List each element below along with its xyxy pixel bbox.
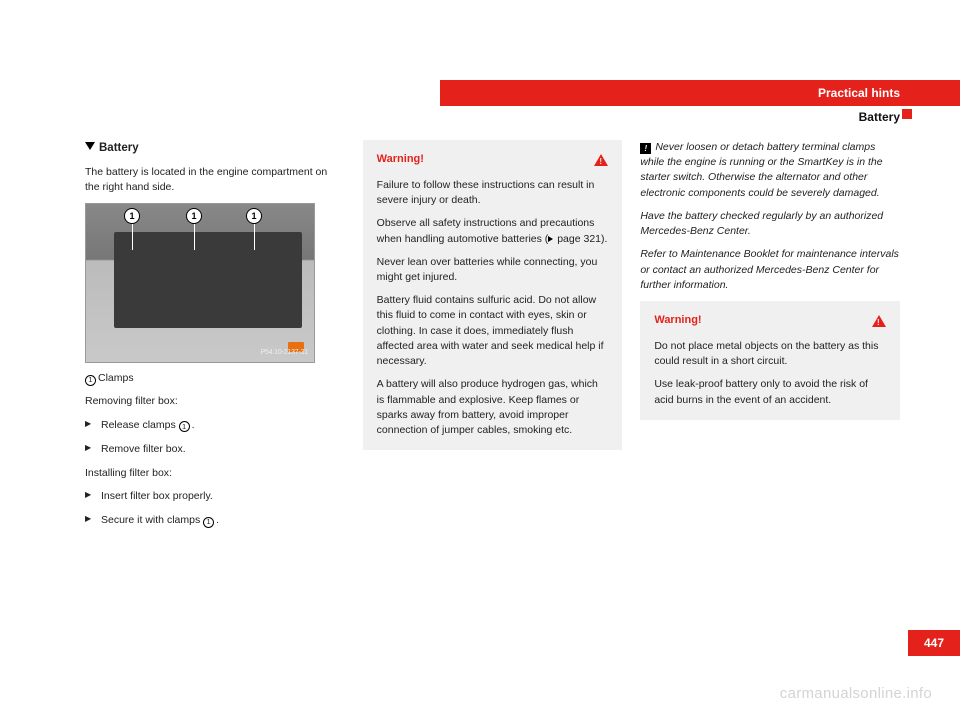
note-3: Refer to Maintenance Booklet for mainten… xyxy=(640,247,900,293)
callout-1b: 1 xyxy=(186,208,202,224)
step-remove: Remove filter box. xyxy=(85,442,345,457)
installing-title: Installing filter box: xyxy=(85,466,345,481)
figure-label: P54.10-2137-31 xyxy=(261,348,308,358)
warning-title-2: Warning! xyxy=(654,313,701,329)
battery-heading-text: Battery xyxy=(99,142,139,154)
battery-figure: 1 1 1 P54.10-2137-31 xyxy=(85,203,315,363)
step-secure-b: . xyxy=(216,514,219,526)
column-1: Battery The battery is located in the en… xyxy=(85,140,345,538)
figure-battery-box xyxy=(114,232,302,328)
warning-header-2: Warning! xyxy=(654,313,886,329)
warn1-p5: A battery will also produce hydrogen gas… xyxy=(377,377,609,438)
removing-title: Removing filter box: xyxy=(85,394,345,409)
step-release: Release clamps 1. xyxy=(85,418,345,433)
callout-1c: 1 xyxy=(246,208,262,224)
note-2: Have the battery checked regularly by an… xyxy=(640,209,900,239)
warn1-p1: Failure to follow these instructions can… xyxy=(377,178,609,208)
callout-line-1b xyxy=(194,224,195,250)
warn2-p1: Do not place metal objects on the batter… xyxy=(654,339,886,369)
manual-page: Practical hints Battery Battery The batt… xyxy=(0,0,960,720)
exclamation-box-icon: ! xyxy=(640,143,651,154)
note-1-text: Never loosen or detach battery terminal … xyxy=(640,141,882,199)
warn1-p2b: page 321). xyxy=(554,233,607,245)
warning-triangle-icon xyxy=(594,154,608,166)
step-release-a: Release clamps xyxy=(101,419,179,431)
warning-triangle-icon-2 xyxy=(872,315,886,327)
section-marker xyxy=(902,109,912,119)
warning-box-1: Warning! Failure to follow these instruc… xyxy=(363,140,623,450)
inline-number-icon-1: 1 xyxy=(179,421,190,432)
step-secure-a: Secure it with clamps xyxy=(101,514,203,526)
step-release-b: . xyxy=(192,419,195,431)
callout-1a: 1 xyxy=(124,208,140,224)
step-insert: Insert filter box properly. xyxy=(85,489,345,504)
warn1-p3: Never lean over batteries while connecti… xyxy=(377,255,609,285)
warn1-p2: Observe all safety instructions and prec… xyxy=(377,216,609,246)
callout-line-1a xyxy=(132,224,133,250)
chapter-title: Practical hints xyxy=(818,86,900,100)
note-1: !Never loosen or detach battery terminal… xyxy=(640,140,900,201)
content-columns: Battery The battery is located in the en… xyxy=(85,140,900,538)
warning-title-1: Warning! xyxy=(377,152,424,168)
callout-line-1c xyxy=(254,224,255,250)
triangle-down-icon xyxy=(85,142,95,150)
warn2-p2: Use leak-proof battery only to avoid the… xyxy=(654,377,886,407)
page-number: 447 xyxy=(908,630,960,656)
intro-text: The battery is located in the engine com… xyxy=(85,165,345,195)
section-title-top: Battery xyxy=(859,110,900,124)
battery-heading: Battery xyxy=(85,140,345,157)
chapter-band: Practical hints xyxy=(440,80,960,106)
legend-number-icon: 1 xyxy=(85,375,96,386)
column-2: Warning! Failure to follow these instruc… xyxy=(363,140,623,538)
crossref-icon xyxy=(548,236,553,242)
warning-header-1: Warning! xyxy=(377,152,609,168)
clamps-legend: 1Clamps xyxy=(85,371,345,386)
step-secure: Secure it with clamps 1. xyxy=(85,513,345,528)
inline-number-icon-2: 1 xyxy=(203,517,214,528)
warn1-p4: Battery fluid contains sulfuric acid. Do… xyxy=(377,293,609,369)
column-3: !Never loosen or detach battery terminal… xyxy=(640,140,900,538)
legend-text: Clamps xyxy=(98,372,134,384)
watermark-text: carmanualsonline.info xyxy=(780,685,932,702)
warning-box-2: Warning! Do not place metal objects on t… xyxy=(640,301,900,420)
